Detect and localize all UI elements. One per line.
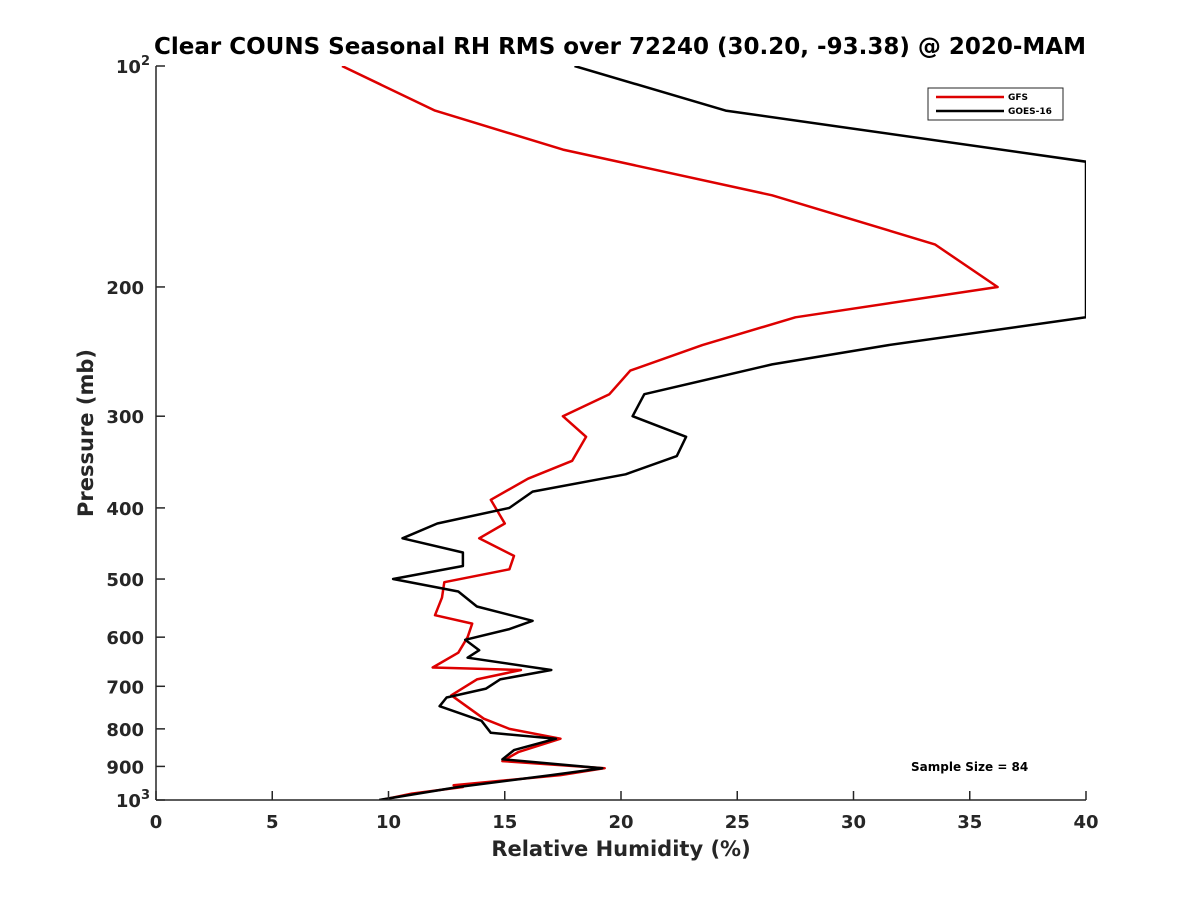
x-tick-label: 10 [376, 812, 401, 833]
y-tick-label: 400 [106, 499, 144, 520]
chart-title: Clear COUNS Seasonal RH RMS over 72240 (… [154, 34, 1086, 60]
y-tick-label: 800 [106, 720, 144, 741]
legend: GFS GOES-16 [927, 87, 1064, 121]
x-tick-label: 0 [150, 812, 163, 833]
y-tick-label: 600 [106, 628, 144, 649]
y-tick-label: 102 [116, 54, 150, 78]
y-tick-label: 300 [106, 407, 144, 428]
series-layer [341, 66, 1086, 800]
y-tick-label: 700 [106, 677, 144, 698]
x-tick-label: 15 [492, 812, 517, 833]
series-line-goes16 [378, 66, 1086, 800]
y-tick-label: 200 [106, 278, 144, 299]
x-tick-label: 40 [1073, 812, 1098, 833]
x-tick-label: 35 [957, 812, 982, 833]
legend-label-goes16: GOES-16 [1008, 107, 1052, 117]
x-tick-label: 5 [266, 812, 279, 833]
axes [155, 66, 1086, 801]
x-tick-label: 25 [725, 812, 750, 833]
legend-label-gfs: GFS [1008, 93, 1028, 103]
x-axis-label: Relative Humidity (%) [491, 837, 750, 861]
legend-box [927, 87, 1064, 121]
x-tick-label: 20 [608, 812, 633, 833]
series-line-gfs [341, 66, 999, 800]
x-tick-label: 30 [841, 812, 866, 833]
y-tick-label: 500 [106, 570, 144, 591]
sample-size-annotation: Sample Size = 84 [911, 760, 1028, 774]
y-ticks: 102 200 300 400 500 600 700 800 900 103 [106, 54, 165, 812]
y-axis-label: Pressure (mb) [74, 349, 98, 517]
y-tick-label: 900 [106, 757, 144, 778]
x-ticks: 0 5 10 15 20 25 30 35 40 [150, 791, 1099, 833]
y-tick-label: 103 [116, 788, 150, 812]
